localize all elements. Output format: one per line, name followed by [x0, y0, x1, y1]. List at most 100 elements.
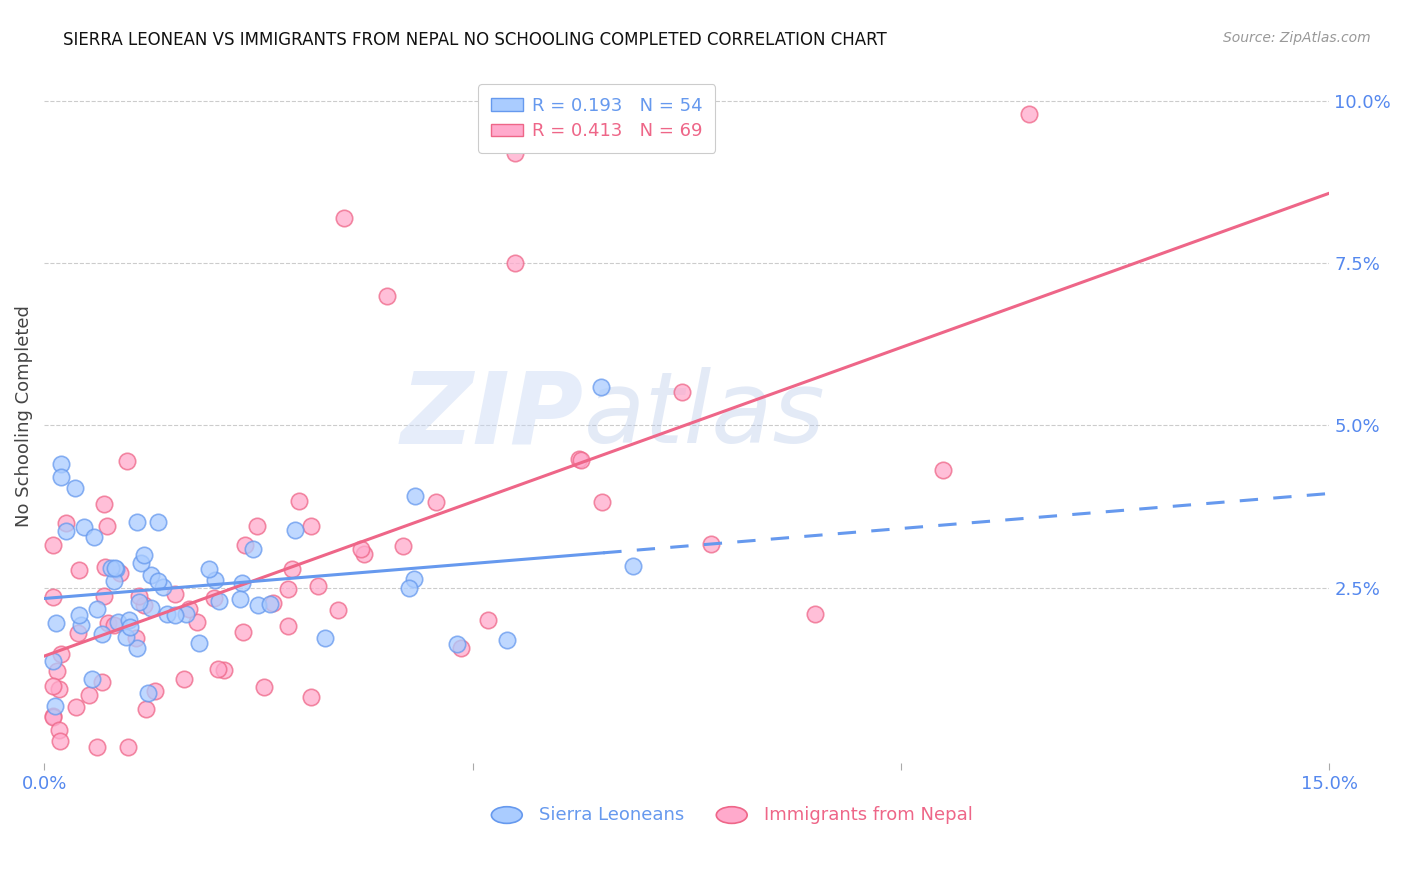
- Point: [104, 562, 127, 576]
- Point: [932, 463, 955, 477]
- Point: [165, 607, 187, 622]
- Point: [51, 470, 73, 484]
- Text: Sierra Leoneans: Sierra Leoneans: [538, 806, 685, 824]
- Point: [51, 458, 73, 472]
- Point: [253, 680, 276, 694]
- Point: [73, 520, 96, 534]
- Point: [229, 592, 252, 607]
- Point: [198, 562, 221, 576]
- Point: [174, 607, 197, 622]
- Point: [177, 601, 200, 615]
- Point: [1018, 107, 1040, 121]
- Point: [446, 637, 468, 651]
- Point: [136, 686, 159, 700]
- Point: [139, 567, 162, 582]
- Point: [128, 595, 150, 609]
- Point: [208, 594, 231, 608]
- Point: [232, 624, 254, 639]
- Point: [299, 519, 322, 533]
- Point: [82, 672, 104, 686]
- Point: [247, 599, 270, 613]
- Point: [41, 709, 63, 723]
- Point: [314, 631, 336, 645]
- Point: [55, 516, 77, 530]
- Point: [128, 590, 150, 604]
- Point: [93, 589, 115, 603]
- Point: [41, 590, 63, 604]
- Point: [41, 710, 63, 724]
- Point: [392, 539, 415, 553]
- Point: [242, 542, 264, 557]
- Point: [398, 581, 420, 595]
- Point: [117, 739, 139, 754]
- Text: SIERRA LEONEAN VS IMMIGRANTS FROM NEPAL NO SCHOOLING COMPLETED CORRELATION CHART: SIERRA LEONEAN VS IMMIGRANTS FROM NEPAL …: [63, 31, 887, 49]
- Point: [333, 211, 356, 225]
- Point: [94, 559, 117, 574]
- Point: [67, 563, 90, 577]
- Text: ZIP: ZIP: [401, 368, 583, 464]
- Point: [125, 640, 148, 655]
- Point: [204, 573, 226, 587]
- Point: [700, 537, 723, 551]
- Point: [145, 684, 167, 698]
- Point: [671, 385, 693, 400]
- Point: [41, 654, 63, 668]
- Point: [132, 598, 155, 612]
- Point: [96, 518, 118, 533]
- Point: [83, 530, 105, 544]
- Point: [188, 635, 211, 649]
- Point: [307, 579, 329, 593]
- Point: [569, 453, 592, 467]
- Point: [44, 698, 66, 713]
- Point: [495, 633, 517, 648]
- Point: [246, 519, 269, 533]
- Point: [66, 626, 89, 640]
- Point: [118, 613, 141, 627]
- Point: [231, 575, 253, 590]
- Point: [115, 453, 138, 467]
- Circle shape: [491, 806, 522, 823]
- Point: [124, 631, 146, 645]
- Point: [104, 560, 127, 574]
- Point: [375, 288, 398, 302]
- Point: [277, 619, 299, 633]
- Point: [107, 615, 129, 629]
- Point: [148, 574, 170, 588]
- Point: [450, 640, 472, 655]
- Point: [49, 647, 72, 661]
- Point: [93, 497, 115, 511]
- Point: [402, 572, 425, 586]
- Text: Immigrants from Nepal: Immigrants from Nepal: [763, 806, 973, 824]
- Point: [134, 548, 156, 562]
- Point: [284, 523, 307, 537]
- Point: [108, 566, 131, 580]
- Point: [45, 615, 67, 630]
- Point: [350, 542, 373, 557]
- Point: [353, 547, 375, 561]
- Point: [79, 688, 101, 702]
- Point: [118, 619, 141, 633]
- Point: [165, 587, 187, 601]
- Point: [404, 490, 426, 504]
- Point: [91, 627, 114, 641]
- Point: [591, 495, 613, 509]
- Text: Source: ZipAtlas.com: Source: ZipAtlas.com: [1223, 31, 1371, 45]
- Point: [152, 580, 174, 594]
- Point: [207, 662, 229, 676]
- Point: [277, 582, 299, 596]
- Point: [55, 524, 77, 539]
- Circle shape: [716, 806, 747, 823]
- Point: [100, 561, 122, 575]
- Point: [115, 630, 138, 644]
- Point: [589, 379, 612, 393]
- Point: [49, 734, 72, 748]
- Point: [262, 596, 284, 610]
- Point: [69, 608, 91, 623]
- Point: [259, 597, 281, 611]
- Y-axis label: No Schooling Completed: No Schooling Completed: [15, 305, 32, 526]
- Point: [505, 145, 527, 160]
- Point: [202, 591, 225, 606]
- Point: [173, 673, 195, 687]
- Point: [156, 607, 179, 622]
- Point: [804, 607, 827, 621]
